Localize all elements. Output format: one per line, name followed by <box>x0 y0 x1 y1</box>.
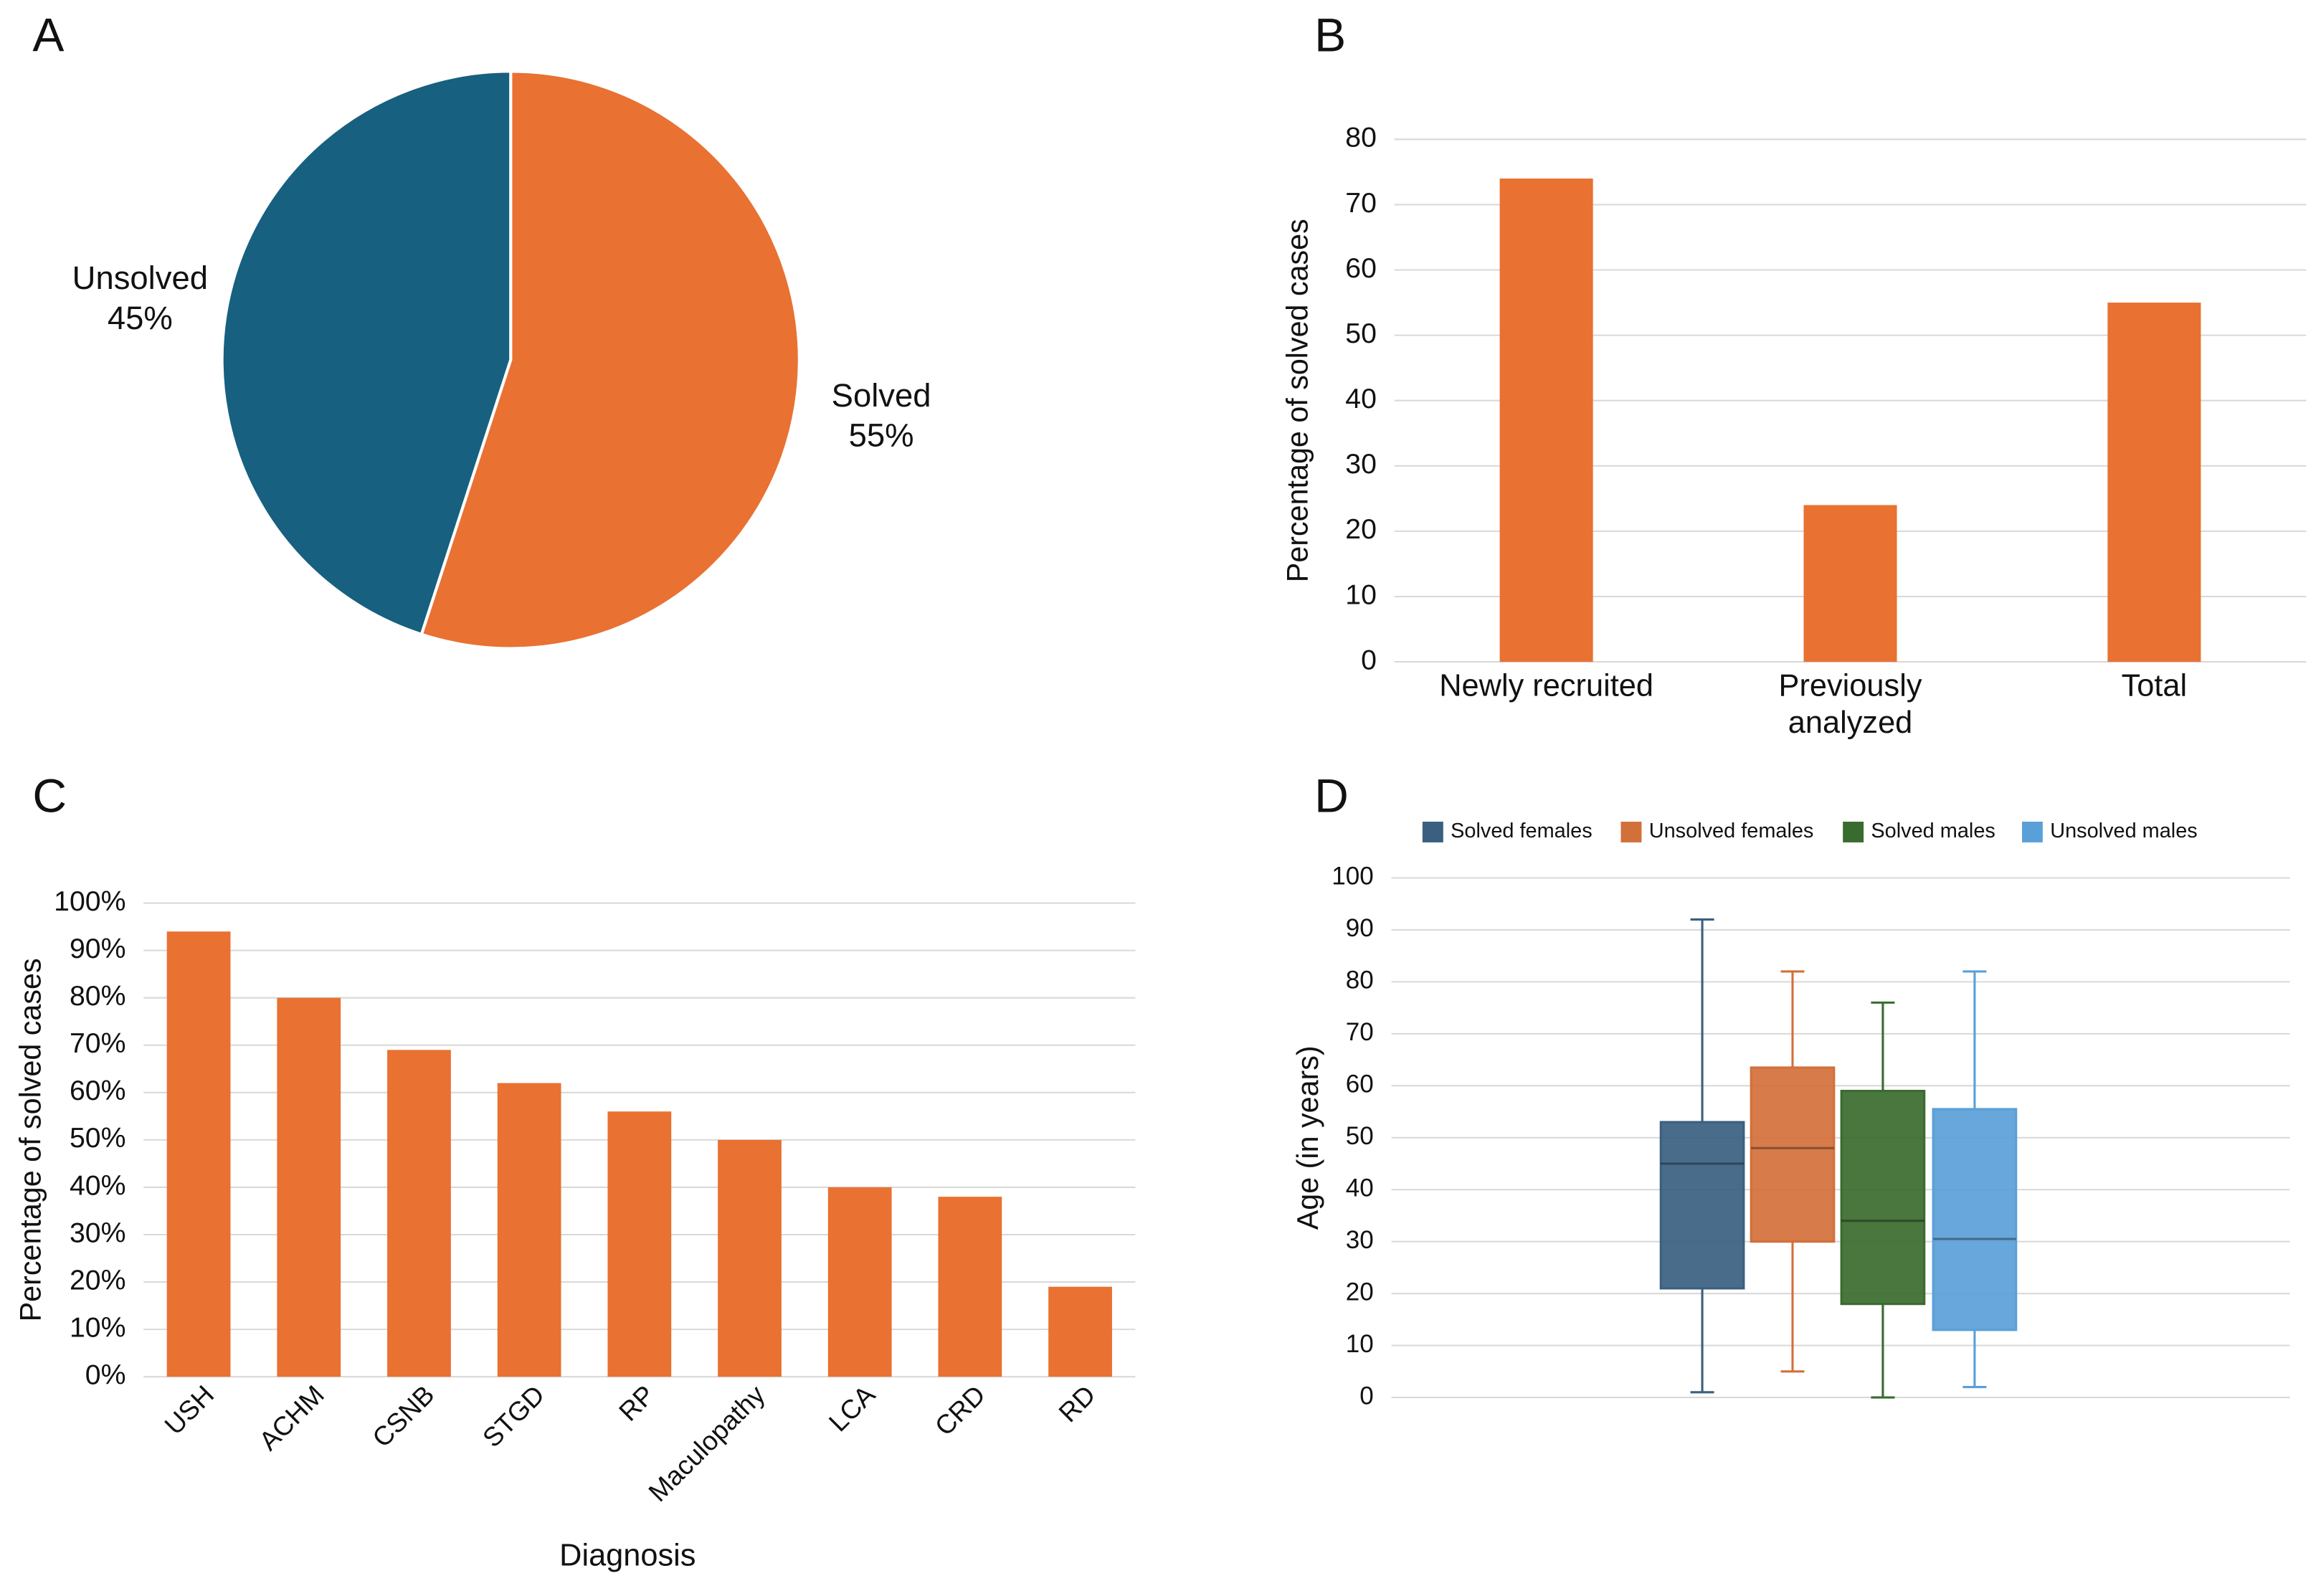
x-tick-label-box: Newly recruited <box>1439 669 1653 703</box>
slice-label: Unsolved <box>72 260 208 296</box>
bar <box>607 1111 672 1377</box>
y-tick-label: 40% <box>70 1169 126 1201</box>
bar <box>387 1050 451 1377</box>
y-tick-label: 70 <box>1346 1018 1374 1046</box>
pie-slice <box>220 70 513 637</box>
bar <box>166 931 231 1377</box>
legend-label: Unsolved males <box>2050 820 2198 842</box>
x-tick-label-box: Total <box>2121 669 2188 703</box>
y-tick-label: 20 <box>1346 1278 1374 1306</box>
bar <box>2107 303 2201 662</box>
bar <box>827 1187 892 1377</box>
y-tick-label: 60 <box>1346 1070 1374 1098</box>
y-tick-label: 50% <box>70 1122 126 1154</box>
y-tick-label: 30% <box>70 1217 126 1248</box>
slice-value-label: 55% <box>849 417 914 454</box>
y-tick-label: 10 <box>1345 579 1377 610</box>
y-axis-title: Percentage of solved cases <box>14 958 47 1321</box>
slice-label: Solved <box>832 377 931 414</box>
bar <box>497 1083 561 1377</box>
y-tick-label: 90 <box>1346 914 1374 942</box>
y-tick-label: 80 <box>1345 122 1377 153</box>
y-tick-label: 40 <box>1345 383 1377 414</box>
legend-swatch <box>1620 822 1642 842</box>
y-tick-label: 40 <box>1346 1174 1374 1202</box>
x-tick-label: Total <box>2121 669 2188 703</box>
legend-label: Solved males <box>1871 820 1995 842</box>
x-tick-label: CRD <box>929 1379 991 1442</box>
y-tick-label: 80% <box>70 980 126 1012</box>
x-tick-label: Newly recruited <box>1439 669 1653 703</box>
x-tick-label: ACHM <box>253 1379 330 1456</box>
y-axis-title: Percentage of solved cases <box>1281 219 1314 582</box>
x-tick-label: CSNB <box>366 1379 440 1453</box>
legend-swatch <box>1843 822 1864 842</box>
y-tick-label: 0 <box>1361 644 1377 675</box>
y-tick-label: 100 <box>1332 863 1374 890</box>
y-tick-label: 70 <box>1345 187 1377 219</box>
panel-label: A <box>32 8 64 61</box>
bar <box>1803 505 1897 662</box>
box <box>1659 1121 1745 1290</box>
panel-label: B <box>1314 8 1346 61</box>
y-axis-title: Age (in years) <box>1291 1045 1324 1230</box>
y-tick-label: 10% <box>70 1311 126 1343</box>
y-tick-label: 50 <box>1345 318 1377 349</box>
bar <box>718 1139 782 1377</box>
bar <box>277 997 341 1377</box>
x-tick-label: LCA <box>823 1379 881 1438</box>
x-tick-label: RD <box>1053 1379 1101 1428</box>
y-tick-label: 70% <box>70 1027 126 1059</box>
y-tick-label: 50 <box>1346 1122 1374 1150</box>
legend-swatch <box>2021 822 2043 842</box>
y-tick-label: 10 <box>1346 1330 1374 1358</box>
y-tick-label: 0% <box>85 1359 126 1391</box>
panel-label: D <box>1314 769 1349 822</box>
y-tick-label: 20 <box>1345 513 1377 545</box>
y-tick-label: 30 <box>1346 1226 1374 1254</box>
slice-value-label: 45% <box>108 300 173 336</box>
legend-swatch <box>1422 822 1443 842</box>
y-tick-label: 90% <box>70 933 126 964</box>
x-tick-label: Previously analyzed <box>1778 669 1922 741</box>
y-tick-label: 80 <box>1346 966 1374 994</box>
x-tick-label: STGD <box>477 1379 551 1453</box>
x-tick-label: RP <box>613 1379 660 1427</box>
y-tick-label: 20% <box>70 1264 126 1296</box>
y-tick-label: 60% <box>70 1075 126 1106</box>
x-tick-label: USH <box>158 1379 219 1440</box>
bar <box>938 1197 1002 1377</box>
pie-slice <box>419 70 801 650</box>
y-tick-label: 30 <box>1345 448 1377 480</box>
box <box>1840 1090 1926 1306</box>
y-tick-label: 100% <box>54 885 125 917</box>
legend-label: Solved females <box>1451 820 1593 842</box>
y-tick-label: 60 <box>1345 252 1377 284</box>
panel-label: C <box>32 769 67 822</box>
x-axis-title: Diagnosis <box>559 1538 696 1572</box>
box <box>1750 1066 1836 1243</box>
bar <box>1499 178 1593 662</box>
y-tick-label: 0 <box>1359 1382 1374 1410</box>
x-tick-label-box: Previously analyzed <box>1778 669 1922 741</box>
bar <box>1048 1286 1112 1377</box>
legend-label: Unsolved females <box>1649 820 1814 842</box>
x-tick-label: Maculopathy <box>642 1379 771 1507</box>
box <box>1932 1108 2018 1331</box>
